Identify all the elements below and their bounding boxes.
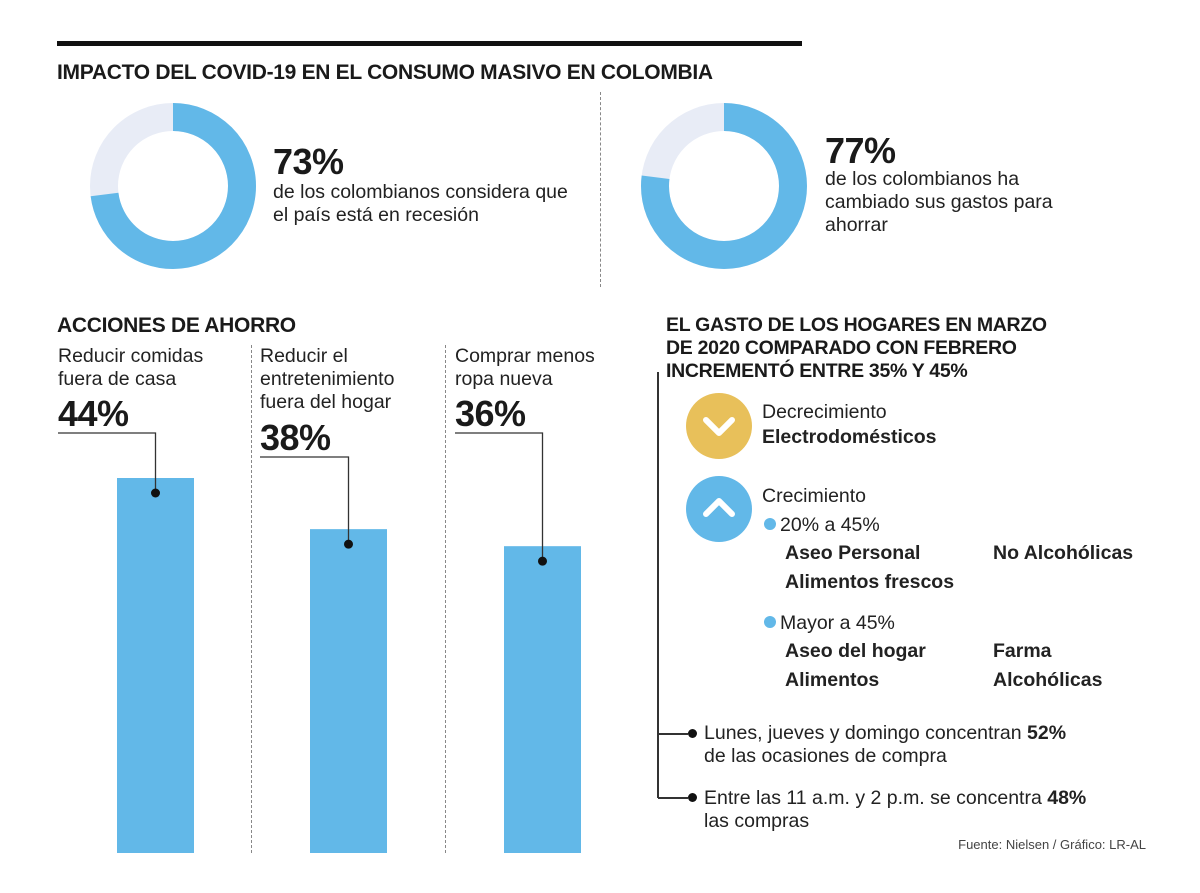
category-item: Alcohólicas [993,669,1103,691]
fact-text: Lunes, jueves y domingo concentran [704,722,1028,744]
main-title: IMPACTO DEL COVID-19 EN EL CONSUMO MASIV… [57,61,713,84]
bullet-icon [764,616,776,628]
donut-2-value: 77% [825,130,896,171]
bar-category-label: Reducir comidas fuera de casa [58,345,204,390]
fact-1: Lunes, jueves y domingo concentran 52% de… [704,722,1066,768]
donut-1-text: de los colombianos considera que el país… [273,181,568,226]
range-text: 20% a 45% [780,514,880,536]
bar-value-label: 38% [260,417,331,458]
decrease-item: Electrodomésticos [762,426,937,448]
spend-heading: EL GASTO DE LOS HOGARES EN MARZO DE 2020… [666,314,1047,383]
donut-1-value: 73% [273,141,344,182]
fact-value: 48% [1047,787,1087,809]
donut-slice-value [90,103,256,269]
leader-line [455,432,544,562]
connector [658,797,688,799]
fact-2: Entre las 11 a.m. y 2 p.m. se concentra … [704,787,1086,833]
donut-chart-1 [90,103,256,269]
leader-dot [538,556,547,566]
divider [600,92,601,287]
top-rule [57,41,802,46]
bar-value-label: 36% [455,393,526,434]
bracket-line [657,372,659,798]
bullet-dot [688,793,697,802]
bar-chart-title: ACCIONES DE AHORRO [57,314,296,337]
category-item: Farma [993,640,1052,662]
divider [251,345,252,853]
range-text: Mayor a 45% [780,612,895,634]
bar-value-label: 44% [58,393,129,434]
range-label: Mayor a 45% [764,612,895,635]
leader-dot [151,488,160,498]
donut-slice-value [641,103,807,269]
bar-category-label: Comprar menos ropa nueva [455,345,595,390]
bar-chart [58,432,581,853]
leader-line [260,456,350,545]
leader-line [58,432,157,493]
category-item: Alimentos frescos [785,571,955,593]
connector [658,733,688,735]
chevron-up-icon [686,476,752,542]
divider [445,345,446,853]
decrease-label: Decrecimiento [762,401,887,423]
fact-text: Entre las 11 a.m. y 2 p.m. se concentra [704,787,1048,809]
fact-text: de las ocasiones de compra [704,745,947,767]
category-item: Aseo del hogar [785,640,926,662]
bar-category-label: Reducir el entretenimiento fuera del hog… [260,345,395,413]
bar [117,478,194,853]
leader-dot [344,539,353,549]
increase-label: Crecimiento [762,485,867,507]
source-note: Fuente: Nielsen / Gráfico: LR-AL [958,837,1146,852]
heading-line: EL GASTO DE LOS HOGARES EN MARZO [666,314,1047,336]
bullet-dot [688,729,697,738]
bar [310,529,387,853]
donut-2-text: de los colombianos ha cambiado sus gasto… [825,168,1053,236]
heading-line: DE 2020 COMPARADO CON FEBRERO [666,337,1017,359]
bullet-icon [764,518,776,530]
chevron-down-icon [686,393,752,459]
bar [504,546,581,853]
fact-text: las compras [704,810,810,832]
donut-chart-2 [641,103,807,269]
fact-value: 52% [1027,722,1067,744]
category-item: Alimentos [785,669,880,691]
category-item: Aseo Personal [785,542,921,564]
heading-line: INCREMENTÓ ENTRE 35% Y 45% [666,360,968,382]
category-item: No Alcohólicas [993,542,1134,564]
range-label: 20% a 45% [764,514,880,537]
